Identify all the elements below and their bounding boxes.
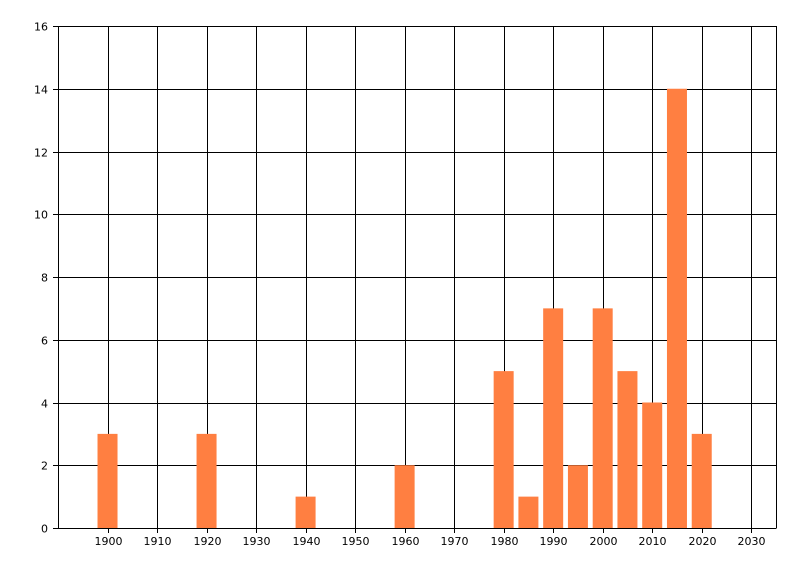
y-tick-label: 8 [41, 272, 48, 285]
bar [642, 402, 663, 528]
x-tick-label: 1960 [392, 535, 420, 548]
x-tick-label: 1910 [144, 535, 172, 548]
x-tick-label: 2030 [738, 535, 766, 548]
y-tick-label: 16 [34, 21, 48, 34]
x-tick-label: 1940 [293, 535, 321, 548]
y-tick-label: 12 [34, 147, 48, 160]
y-tick-label: 6 [41, 335, 48, 348]
x-tick-label: 1920 [194, 535, 222, 548]
bar [518, 496, 539, 528]
x-tick-label: 1990 [540, 535, 568, 548]
bar [543, 308, 564, 528]
x-tick-label: 1930 [243, 535, 271, 548]
bar [617, 371, 638, 528]
bar [295, 496, 316, 528]
y-tick-label: 10 [34, 209, 48, 222]
bar [394, 465, 415, 528]
bar [666, 88, 687, 528]
x-tick-label: 2000 [590, 535, 618, 548]
bar [196, 433, 217, 528]
bar [691, 433, 712, 528]
bar [493, 371, 514, 528]
bar [567, 465, 588, 528]
y-tick-label: 4 [41, 398, 48, 411]
x-tick-label: 1970 [441, 535, 469, 548]
x-tick-label: 1950 [342, 535, 370, 548]
x-tick-label: 1980 [491, 535, 519, 548]
x-tick-label: 1900 [95, 535, 123, 548]
y-tick-label: 2 [41, 460, 48, 473]
x-tick-label: 2020 [689, 535, 717, 548]
y-tick-label: 0 [41, 523, 48, 536]
y-tick-label: 14 [34, 84, 48, 97]
x-tick-label: 2010 [639, 535, 667, 548]
bar [592, 308, 613, 528]
bar [97, 433, 118, 528]
